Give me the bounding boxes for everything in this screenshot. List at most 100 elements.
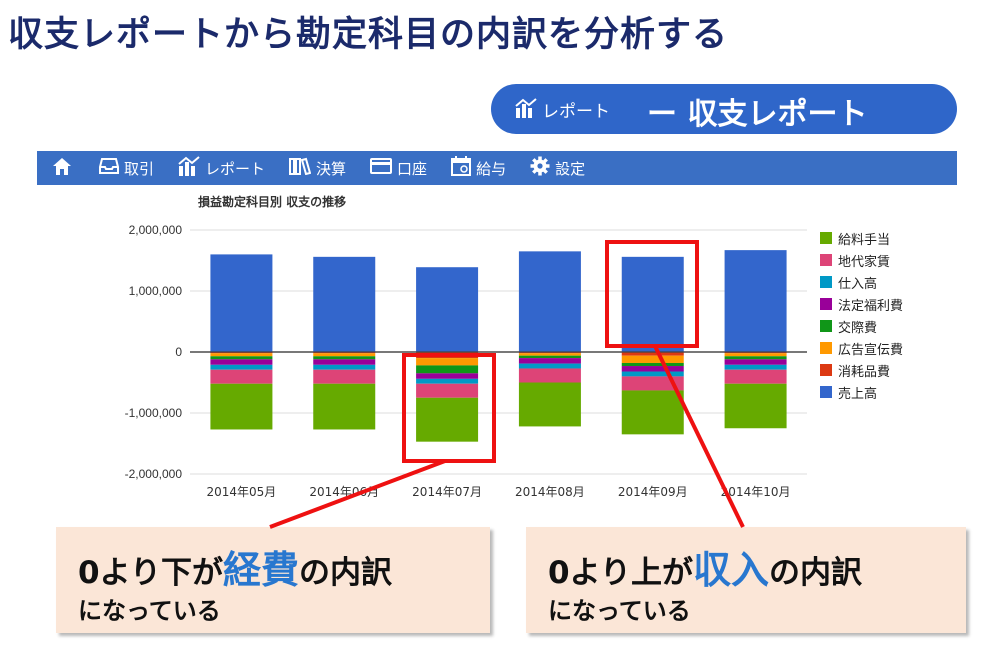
bar-segment: [210, 359, 273, 365]
bar-segment: [313, 353, 376, 357]
legend-label: 給料手当: [838, 232, 891, 248]
nav-label: 給与: [476, 159, 507, 178]
legend-label: 仕入高: [838, 276, 878, 292]
nav-label: 取引: [124, 159, 155, 178]
legend-swatch: [820, 276, 832, 288]
bar-segment: [416, 378, 479, 384]
income-expense-chart: 2,000,000 1,000,000 0 -1,000,000 -2,000,000 2…: [125, 223, 807, 499]
bar-segment: [313, 369, 376, 384]
callout-highlight: 経費: [222, 548, 299, 592]
x-tick-label: 2014年09月: [618, 485, 688, 499]
home-icon: [52, 157, 77, 180]
bar-segment: [518, 353, 581, 356]
bar-segment: [518, 358, 581, 364]
bar-segment: [724, 369, 787, 384]
y-tick-label: 1,000,000: [129, 284, 183, 298]
bar-segment: [621, 362, 684, 367]
legend-swatch: [820, 364, 832, 376]
callout-text: の内訳: [768, 555, 862, 591]
bar-segment: [210, 364, 273, 370]
bar-segment: [724, 353, 787, 357]
bar-segment: [210, 352, 273, 354]
nav-label: 口座: [397, 159, 428, 178]
nav-label: レポート: [205, 159, 266, 178]
bar-segment: [518, 368, 581, 383]
callout-text: 0より上が: [548, 555, 693, 591]
badge-small-label: レポート: [542, 102, 610, 122]
report-chart-icon: [515, 97, 537, 123]
bar-segment: [210, 369, 273, 384]
x-tick-label: 2014年10月: [721, 485, 791, 499]
legend-label: 広告宣伝費: [838, 342, 904, 358]
chart-legend: 給料手当 地代家賃 仕入高 法定福利費 交際費 広告宣伝費 消耗品費 売上高: [820, 227, 903, 403]
legend-item: 仕入高: [820, 271, 903, 293]
x-tick-label: 2014年05月: [207, 485, 277, 499]
callout-text: になっている: [78, 597, 221, 625]
bar-segment: [724, 359, 787, 365]
legend-item: 売上高: [820, 381, 903, 403]
legend-item: 法定福利費: [820, 293, 903, 315]
callout-text: になっている: [548, 597, 691, 625]
bar-segment: [621, 256, 684, 352]
legend-label: 地代家賃: [838, 254, 891, 270]
bar-segment: [621, 390, 684, 435]
bar-segment: [210, 383, 273, 430]
nav-item-home[interactable]: [52, 157, 77, 180]
legend-swatch: [820, 320, 832, 332]
bar-segment: [210, 254, 273, 352]
bar-segment: [621, 355, 684, 363]
callout-highlight: 収入: [692, 548, 769, 592]
nav-item-payroll[interactable]: 給与: [451, 156, 506, 180]
bar-segment: [518, 363, 581, 369]
callout-expenses: 0より下が経費の内訳 になっている: [56, 527, 490, 633]
nav-bar: 取引 レポート 決算 口座 給与 設定: [37, 151, 957, 185]
inbox-icon: [99, 157, 124, 179]
bar-segment: [416, 383, 479, 398]
y-tick-label: 2,000,000: [129, 223, 183, 237]
card-icon: [370, 158, 397, 178]
bar-segment: [416, 358, 479, 366]
x-tick-label: 2014年08月: [515, 485, 585, 499]
legend-swatch: [820, 342, 832, 354]
bar-segment: [621, 371, 684, 377]
legend-swatch: [820, 232, 832, 244]
legend-item: 給料手当: [820, 227, 903, 249]
bar-segment: [621, 376, 684, 391]
report-section-badge: レポート ー 収支レポート: [491, 84, 957, 134]
report-chart-icon: [178, 156, 205, 180]
nav-item-accounts[interactable]: 口座: [370, 158, 427, 179]
legend-item: 交際費: [820, 315, 903, 337]
bar-segment: [416, 365, 479, 374]
y-tick-label: 0: [175, 345, 182, 359]
bar-segment: [313, 356, 376, 360]
legend-label: 交際費: [838, 320, 878, 336]
nav-item-transactions[interactable]: 取引: [99, 157, 154, 179]
books-icon: [289, 157, 316, 179]
bar-segment: [313, 359, 376, 365]
nav-item-closing[interactable]: 決算: [289, 157, 346, 179]
bar-segment: [724, 352, 787, 354]
bar-segment: [518, 355, 581, 359]
bar-segment: [416, 373, 479, 379]
x-tick-label: 2014年07月: [412, 485, 482, 499]
bar-segment: [518, 352, 581, 354]
page-title: 収支レポートから勘定科目の内訳を分析する: [8, 15, 729, 55]
nav-label: 決算: [316, 159, 347, 178]
bar-segment: [724, 364, 787, 370]
nav-item-report[interactable]: レポート: [178, 156, 265, 180]
chart-title: 損益勘定科目別 収支の推移: [198, 195, 347, 209]
nav-label: 設定: [555, 159, 586, 178]
bar-segment: [313, 364, 376, 370]
nav-item-settings[interactable]: 設定: [530, 156, 585, 180]
bar-segment: [724, 356, 787, 360]
bar-segment: [518, 382, 581, 427]
bar-segment: [313, 383, 376, 430]
bar-segment: [313, 352, 376, 354]
y-tick-label: -2,000,000: [125, 467, 183, 481]
legend-label: 売上高: [838, 386, 878, 402]
x-tick-label: 2014年06月: [309, 485, 379, 499]
legend-swatch: [820, 254, 832, 266]
legend-label: 法定福利費: [838, 298, 904, 314]
bar-segment: [621, 352, 684, 356]
bar-segment: [313, 256, 376, 352]
